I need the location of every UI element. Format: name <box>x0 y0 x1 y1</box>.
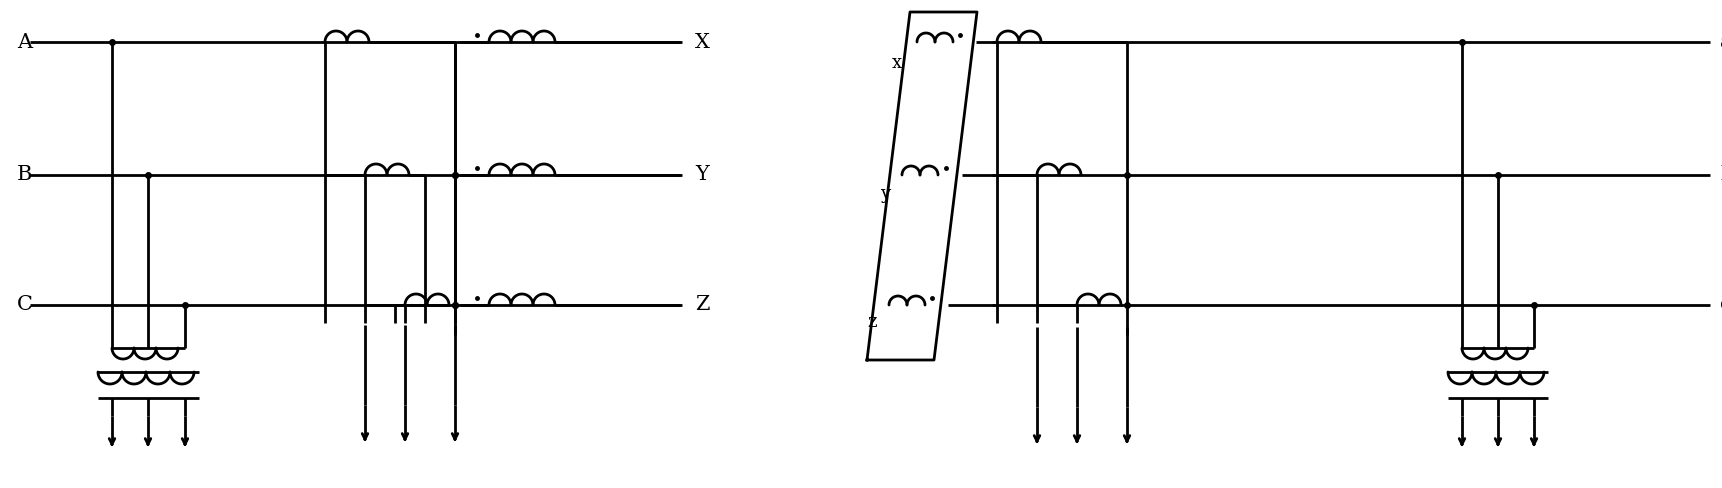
Text: Z: Z <box>696 296 709 314</box>
Text: C: C <box>17 296 33 314</box>
Text: a: a <box>1720 33 1722 52</box>
Text: b: b <box>1720 165 1722 184</box>
Text: y: y <box>880 185 890 203</box>
Text: Y: Y <box>696 165 709 184</box>
Text: X: X <box>696 33 709 52</box>
Text: c: c <box>1720 296 1722 314</box>
Text: B: B <box>17 165 33 184</box>
Text: x: x <box>892 54 902 72</box>
Text: z: z <box>866 313 876 331</box>
Text: A: A <box>17 33 33 52</box>
